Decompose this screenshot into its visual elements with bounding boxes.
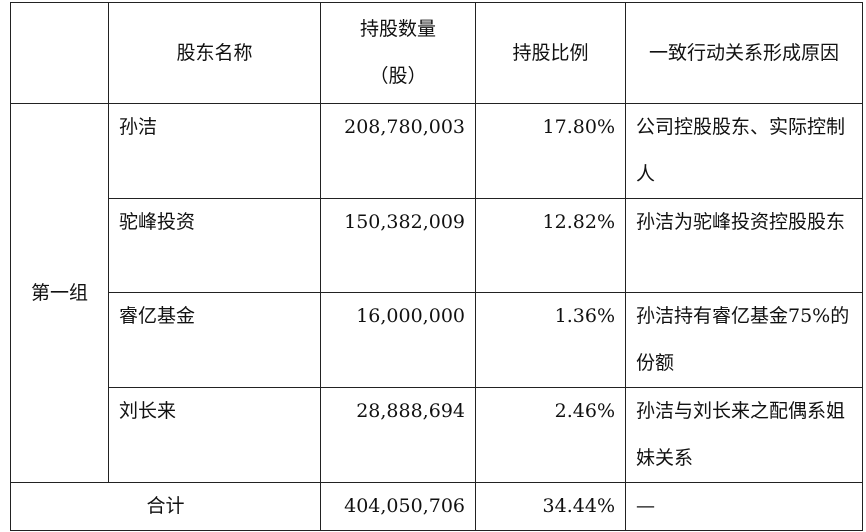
total-row: 合计 404,050,706 34.44% — (10, 482, 863, 531)
total-shares: 404,050,706 (320, 482, 476, 531)
reason-cell: 公司控股股东、实际控制人 (625, 103, 863, 199)
table-row: 驼峰投资 150,382,009 12.82% 孙洁为驼峰投资控股股东 (11, 198, 863, 293)
header-reason: 一致行动关系形成原因 (625, 2, 863, 104)
total-label: 合计 (10, 482, 321, 531)
header-row: 股东名称 持股数量（股） 持股比例 一致行动关系形成原因 (10, 2, 863, 104)
ratio-cell: 17.80% (475, 103, 626, 199)
table-row: 第一组 孙洁 208,780,003 17.80% 公司控股股东、实际控制人 (10, 103, 863, 483)
shareholder-name: 驼峰投资 (108, 198, 321, 293)
header-group (10, 2, 109, 104)
total-ratio: 34.44% (475, 482, 626, 531)
header-ratio: 持股比例 (475, 2, 626, 104)
header-shares: 持股数量（股） (320, 2, 476, 104)
shares-cell: 16,000,000 (320, 292, 476, 388)
shares-cell: 208,780,003 (320, 103, 476, 199)
shareholder-name: 睿亿基金 (108, 292, 321, 388)
reason-cell: 孙洁为驼峰投资控股股东 (625, 198, 863, 293)
reason-cell: 孙洁与刘长来之配偶系姐妹关系 (625, 387, 863, 483)
ratio-cell: 2.46% (475, 387, 626, 483)
ratio-cell: 1.36% (475, 292, 626, 388)
reason-cell: 孙洁持有睿亿基金75%的份额 (625, 292, 863, 388)
group-label: 第一组 (10, 103, 109, 483)
total-reason: — (625, 482, 863, 531)
shares-cell: 28,888,694 (320, 387, 476, 483)
shareholder-name: 孙洁 (108, 103, 321, 199)
table-row: 刘长来 28,888,694 2.46% 孙洁与刘长来之配偶系姐妹关系 (11, 387, 863, 483)
shareholder-name: 刘长来 (108, 387, 321, 483)
table-row: 睿亿基金 16,000,000 1.36% 孙洁持有睿亿基金75%的份额 (11, 292, 863, 388)
ratio-cell: 12.82% (475, 198, 626, 293)
shareholder-table: 股东名称 持股数量（股） 持股比例 一致行动关系形成原因 第一组 孙洁 208,… (10, 2, 863, 531)
header-name: 股东名称 (108, 2, 321, 104)
shares-cell: 150,382,009 (320, 198, 476, 293)
